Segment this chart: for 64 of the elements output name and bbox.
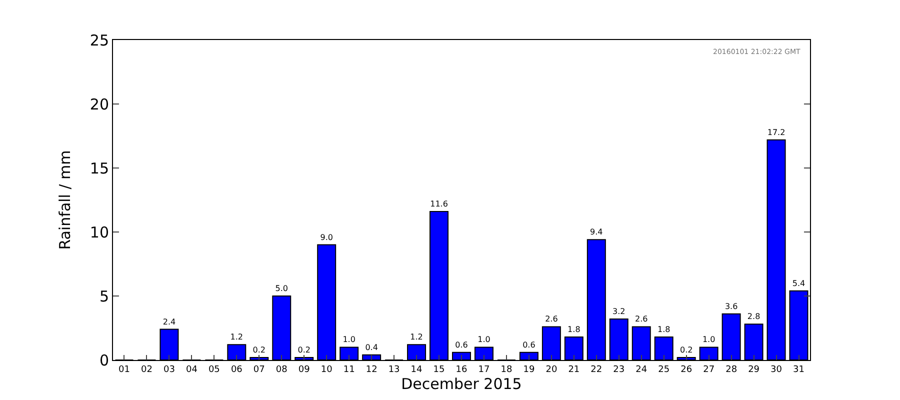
x-tick-label: 07 — [253, 364, 265, 375]
data-label: 0.6 — [455, 340, 468, 350]
x-tick-label: 19 — [523, 364, 535, 375]
x-tick-label: 29 — [748, 364, 760, 375]
data-label: 3.6 — [724, 302, 738, 311]
data-label: 2.8 — [747, 312, 760, 322]
x-tick-label: 30 — [770, 364, 782, 375]
x-tick-label: 24 — [636, 364, 648, 375]
data-label: 1.2 — [410, 332, 423, 342]
data-label: 9.4 — [590, 228, 603, 237]
x-tick-label: 25 — [658, 364, 670, 375]
x-tick-label: 09 — [298, 364, 310, 375]
x-tick-label: 01 — [118, 364, 130, 375]
x-tick-label: 06 — [230, 364, 243, 375]
y-tick-label: 0 — [99, 351, 109, 370]
x-tick-label: 21 — [568, 364, 580, 375]
x-tick-label: 22 — [590, 364, 602, 375]
x-tick-label: 04 — [186, 364, 198, 375]
data-label: 0.6 — [522, 340, 536, 350]
data-label: 1.2 — [230, 332, 244, 342]
data-label: 11.6 — [430, 200, 448, 209]
x-tick-label: 20 — [546, 364, 558, 375]
x-tick-label: 26 — [680, 364, 692, 375]
data-label: 0.2 — [298, 345, 310, 354]
y-tick-label: 10 — [90, 223, 109, 242]
y-tick-label: 20 — [90, 95, 109, 114]
x-tick-label: 03 — [163, 364, 175, 375]
y-axis-title: Rainfall / mm — [56, 150, 74, 250]
y-tick-label: 25 — [90, 31, 109, 50]
data-label: 1.8 — [568, 324, 580, 334]
data-label: 1.0 — [478, 335, 490, 344]
x-tick-label: 31 — [793, 364, 804, 375]
data-label: 1.0 — [342, 335, 356, 344]
x-tick-label: 05 — [208, 364, 220, 375]
data-label: 1.8 — [657, 324, 670, 334]
data-label: 2.6 — [545, 314, 558, 324]
data-label: 1.0 — [702, 335, 716, 344]
data-label: 5.0 — [275, 284, 288, 293]
y-tick-label: 15 — [90, 159, 109, 178]
data-label: 3.2 — [612, 307, 626, 316]
x-tick-label: 16 — [456, 364, 468, 375]
x-tick-label: 10 — [320, 364, 333, 375]
data-label: 17.2 — [767, 128, 786, 137]
x-tick-label: 18 — [500, 364, 512, 375]
x-axis-title: December 2015 — [401, 374, 522, 393]
x-tick-label: 15 — [433, 364, 445, 375]
x-tick-label: 27 — [703, 364, 715, 375]
x-tick-label: 08 — [276, 364, 288, 375]
data-label: 5.4 — [792, 278, 806, 288]
data-label: 0.2 — [252, 345, 266, 354]
data-label: 9.0 — [320, 232, 333, 242]
x-tick-label: 23 — [613, 364, 625, 375]
x-tick-label: 17 — [478, 364, 490, 375]
data-label: 2.6 — [635, 314, 648, 324]
data-label: 0.4 — [365, 342, 378, 352]
x-tick-label: 14 — [410, 364, 423, 375]
x-tick-label: 28 — [726, 364, 738, 375]
data-label: 0.2 — [680, 345, 693, 354]
x-tick-label: 13 — [388, 364, 400, 375]
x-tick-label: 11 — [343, 364, 355, 375]
x-tick-label: 12 — [366, 364, 378, 375]
y-tick-label: 5 — [99, 287, 109, 306]
x-tick-label: 02 — [141, 364, 152, 375]
data-label: 2.4 — [162, 317, 176, 326]
